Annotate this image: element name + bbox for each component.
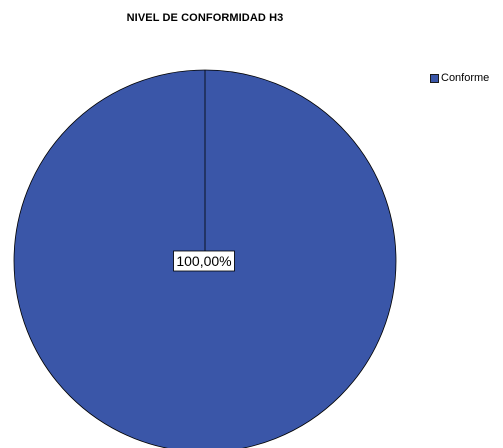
data-label-box xyxy=(173,250,235,272)
data-label: 100,00% xyxy=(176,253,231,269)
pie-data-labels: 100,00% xyxy=(173,250,235,272)
legend-swatch xyxy=(430,73,439,83)
legend: Conforme xyxy=(430,72,489,84)
chart-title: NIVEL DE CONFORMIDAD H3 xyxy=(126,12,284,24)
legend-label: Conforme xyxy=(441,72,490,84)
